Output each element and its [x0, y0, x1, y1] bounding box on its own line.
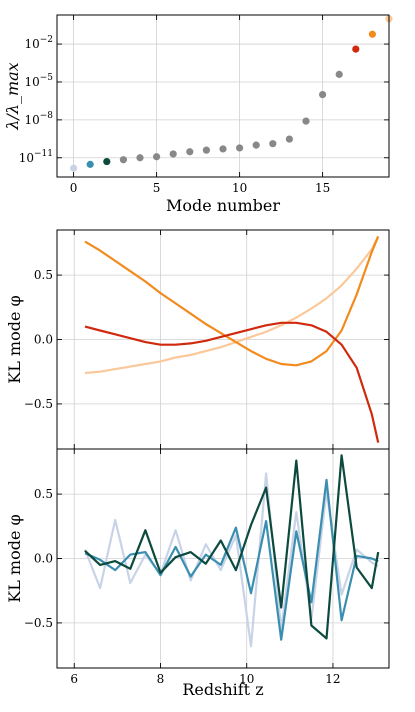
panel1-x-tick-label: 0 [70, 181, 78, 195]
panel2-grid [57, 230, 389, 449]
panel1-point [285, 135, 293, 143]
panel3-y-tick-label: 0.0 [34, 552, 53, 566]
panel1-y-axis-label: λ/λ_max [3, 62, 22, 130]
panel3-y-tick-label: 0.5 [34, 487, 53, 501]
panel3-ticks: 6 8 10 12 −0.5 0.0 0.5 [24, 449, 389, 686]
panel1-point [368, 30, 376, 38]
panel1-point [352, 45, 360, 53]
panel2-y-tick-label: 0.0 [34, 333, 53, 347]
panel1-point [269, 140, 277, 148]
panel1-point [302, 117, 310, 125]
panel2-ticks: −0.5 0.0 0.5 [24, 230, 389, 449]
kl-modes-top-panel: −0.5 0.0 0.5 KL mode φ [5, 229, 390, 450]
panel1-point [153, 153, 161, 161]
panel2-series-line-2 [84, 235, 380, 367]
panel2-y-axis-label: KL mode φ [5, 295, 24, 383]
panel1-point [335, 70, 343, 78]
panel2-series-line-1 [84, 235, 380, 375]
panel1-x-tick-label: 15 [315, 181, 330, 195]
panel1-point [86, 160, 94, 168]
panel2-y-tick-label: −0.5 [24, 397, 53, 411]
panel1-frame [56, 14, 390, 178]
kl-modes-bottom-panel: 6 8 10 12 −0.5 0.0 0.5 Redshift z KL mode φ [5, 448, 390, 699]
panel2-y-tick-label: 0.5 [34, 268, 53, 282]
panel1-point [219, 145, 227, 153]
panel3-x-tick-label: 8 [157, 672, 165, 686]
panel1-point [319, 90, 327, 99]
panel3-x-axis-label: Redshift z [182, 680, 263, 699]
panel3-x-tick-label: 6 [70, 672, 78, 686]
panel3-x-tick-label: 12 [325, 672, 340, 686]
panel1-x-tick-label: 10 [232, 181, 247, 195]
panel1-x-tick-label: 5 [153, 181, 161, 195]
panel1-point [70, 164, 78, 172]
panel1-point [119, 156, 127, 164]
panel1-points [70, 15, 393, 172]
panel1-ticks: 0 5 10 15 10−11 10−8 10−5 10−2 [19, 15, 389, 195]
panel3-series-line-1 [83, 472, 379, 648]
panel1-y-tick-label: 10−11 [19, 149, 53, 165]
panel1-y-tick-label: 10−5 [24, 73, 53, 89]
panel1-point [236, 144, 244, 152]
panel1-grid [57, 15, 389, 177]
panel2-series-line-3 [84, 321, 380, 443]
panel1-point [136, 154, 144, 162]
panel1-point [169, 150, 177, 158]
panel1-y-tick-label: 10−2 [24, 35, 53, 51]
panel1-y-axis-label-text: λ/λ_max [3, 62, 22, 130]
panel3-lines [83, 454, 380, 648]
panel3-series-line-3 [84, 454, 380, 640]
panel3-y-tick-label: −0.5 [24, 616, 53, 630]
panel1-point [186, 148, 194, 156]
panel3-y-axis-label: KL mode φ [5, 514, 24, 602]
panel3-x-tick-label: 10 [239, 672, 254, 686]
panel1-point [252, 141, 260, 149]
panel2-lines [84, 235, 380, 443]
panel1-y-tick-label: 10−8 [24, 111, 53, 127]
panel1-x-axis-label: Mode number [166, 196, 280, 215]
panel1-point [103, 157, 111, 166]
panel1-point [202, 146, 210, 154]
eigenvalue-spectrum-panel: 0 5 10 15 10−11 10−8 10−5 10−2 Mode number λ/λ_… [3, 14, 393, 215]
